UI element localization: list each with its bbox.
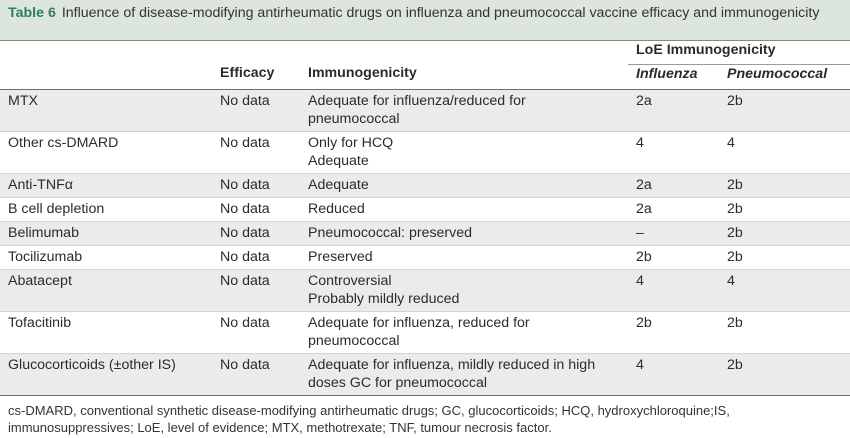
influenza-loe-cell: 2a: [628, 89, 719, 131]
drug-cell: Tofacitinib: [8, 314, 72, 331]
table-row: Glucocorticoids (±other IS) No data Adequa…: [0, 353, 850, 395]
table-row: Anti-TNFα No data Adequate 2a 2b: [0, 173, 850, 197]
influenza-loe-cell: –: [628, 221, 719, 245]
influenza-loe-cell: 4: [636, 134, 644, 151]
pneumococcal-loe-cell: 4: [719, 269, 850, 311]
immunogenicity-line-1: Controversial: [308, 272, 392, 289]
header-row: Efficacy Immunogenicity Influenza Pneumo…: [0, 64, 850, 89]
immunogenicity-cell: Preserved: [300, 245, 628, 269]
efficacy-cell: No data: [220, 134, 270, 151]
immunogenicity-cell: Adequate for influenza, mildly reduced i…: [300, 353, 628, 395]
pneumococcal-column-header: Pneumococcal: [727, 65, 828, 82]
drug-cell: Glucocorticoids (±other IS): [0, 353, 212, 395]
immunogenicity-line-1: Only for HCQ: [308, 134, 394, 151]
efficacy-cell: No data: [212, 173, 300, 197]
influenza-loe-cell: 2a: [636, 200, 652, 217]
immunogenicity-line-1: Adequate for influenza, mildly reduced i…: [308, 356, 596, 373]
influenza-loe-cell: 2b: [636, 248, 652, 265]
immunogenicity-cell: Adequate for influenza, reduced for pneum…: [300, 311, 628, 353]
loe-group-header: LoE Immunogenicity: [628, 41, 850, 65]
table-row: Belimumab No data Pneumococcal: preserved –…: [0, 221, 850, 245]
table-row: B cell depletion No data Reduced 2a 2b: [0, 197, 850, 221]
drug-cell: Abatacept: [0, 269, 212, 311]
influenza-loe-cell: 2a: [628, 173, 719, 197]
efficacy-cell: No data: [220, 248, 270, 265]
immunogenicity-line-2: pneumococcal: [308, 332, 400, 349]
immunogenicity-line-1: Pneumococcal: preserved: [308, 224, 473, 241]
table-footnote: cs-DMARD, conventional synthetic disease…: [0, 396, 850, 436]
influenza-column-header: Influenza: [636, 65, 698, 82]
efficacy-cell: No data: [212, 353, 300, 395]
pneumococcal-loe-cell: 2b: [727, 200, 743, 217]
efficacy-cell: No data: [220, 200, 270, 217]
table-row: Tofacitinib No data Adequate for influenza…: [0, 311, 850, 353]
pneumococcal-loe-cell: 2b: [719, 173, 850, 197]
efficacy-cell: No data: [212, 89, 300, 131]
immunogenicity-cell: Adequate: [300, 173, 628, 197]
data-table: LoE Immunogenicity Efficacy Immunogenici…: [0, 41, 850, 396]
table-caption: Table 6 Influence of disease-modifying an…: [0, 0, 850, 41]
immunogenicity-cell: Pneumococcal: preserved: [300, 221, 628, 245]
immunogenicity-line-1: Adequate: [308, 176, 369, 193]
pneumococcal-loe-cell: 4: [727, 134, 735, 151]
immunogenicity-line-2: pneumococcal: [308, 110, 400, 127]
immunogenicity-line-2: doses GC for pneumococcal: [308, 374, 488, 391]
immunogenicity-cell: Controversial Probably mildly reduced: [300, 269, 628, 311]
immunogenicity-line-1: Adequate for influenza, reduced for: [308, 314, 530, 331]
immunogenicity-column-header: Immunogenicity: [308, 65, 417, 81]
drug-cell: B cell depletion: [8, 200, 105, 217]
table-row: MTX No data Adequate for influenza/reduced…: [0, 89, 850, 131]
efficacy-cell: No data: [212, 269, 300, 311]
pneumococcal-loe-cell: 2b: [727, 248, 743, 265]
immunogenicity-line-1: Adequate for influenza/reduced for: [308, 92, 526, 109]
drug-cell: Belimumab: [0, 221, 212, 245]
drug-column-header: [0, 64, 212, 89]
pneumococcal-loe-cell: 2b: [719, 221, 850, 245]
table-row: Tocilizumab No data Preserved 2b 2b: [0, 245, 850, 269]
drug-cell: Other cs-DMARD: [8, 134, 119, 151]
pneumococcal-loe-cell: 2b: [719, 353, 850, 395]
influenza-loe-cell: 4: [628, 269, 719, 311]
immunogenicity-cell: Reduced: [300, 197, 628, 221]
immunogenicity-line-2: Probably mildly reduced: [308, 290, 460, 307]
pneumococcal-loe-cell: 2b: [727, 314, 743, 331]
table-body: MTX No data Adequate for influenza/reduced…: [0, 89, 850, 395]
immunogenicity-line-2: Adequate: [308, 152, 369, 169]
pneumococcal-loe-cell: 2b: [719, 89, 850, 131]
drug-cell: Anti-TNFα: [0, 173, 212, 197]
footnote-line-1: cs-DMARD, conventional synthetic disease…: [8, 402, 730, 418]
header-row-group: LoE Immunogenicity: [0, 41, 850, 65]
immunogenicity-line-1: Reduced: [308, 200, 365, 217]
efficacy-column-header: Efficacy: [220, 65, 275, 81]
immunogenicity-cell: Only for HCQ Adequate: [300, 131, 628, 173]
immunogenicity-cell: Adequate for influenza/reduced for pneumo…: [300, 89, 628, 131]
footnote-line-2: immunosuppressives; LoE, level of eviden…: [8, 419, 552, 435]
efficacy-cell: No data: [212, 221, 300, 245]
drug-cell: Tocilizumab: [8, 248, 83, 265]
efficacy-cell: No data: [220, 314, 270, 331]
drug-cell: MTX: [0, 89, 212, 131]
table-row: Other cs-DMARD No data Only for HCQ Adequat…: [0, 131, 850, 173]
table-number: Table 6: [8, 5, 56, 21]
immunogenicity-line-1: Preserved: [308, 248, 373, 265]
table-row: Abatacept No data Controversial Probably mi…: [0, 269, 850, 311]
influenza-loe-cell: 2b: [636, 314, 652, 331]
table-title: Influence of disease-modifying antirheum…: [61, 5, 820, 21]
influenza-loe-cell: 4: [628, 353, 719, 395]
